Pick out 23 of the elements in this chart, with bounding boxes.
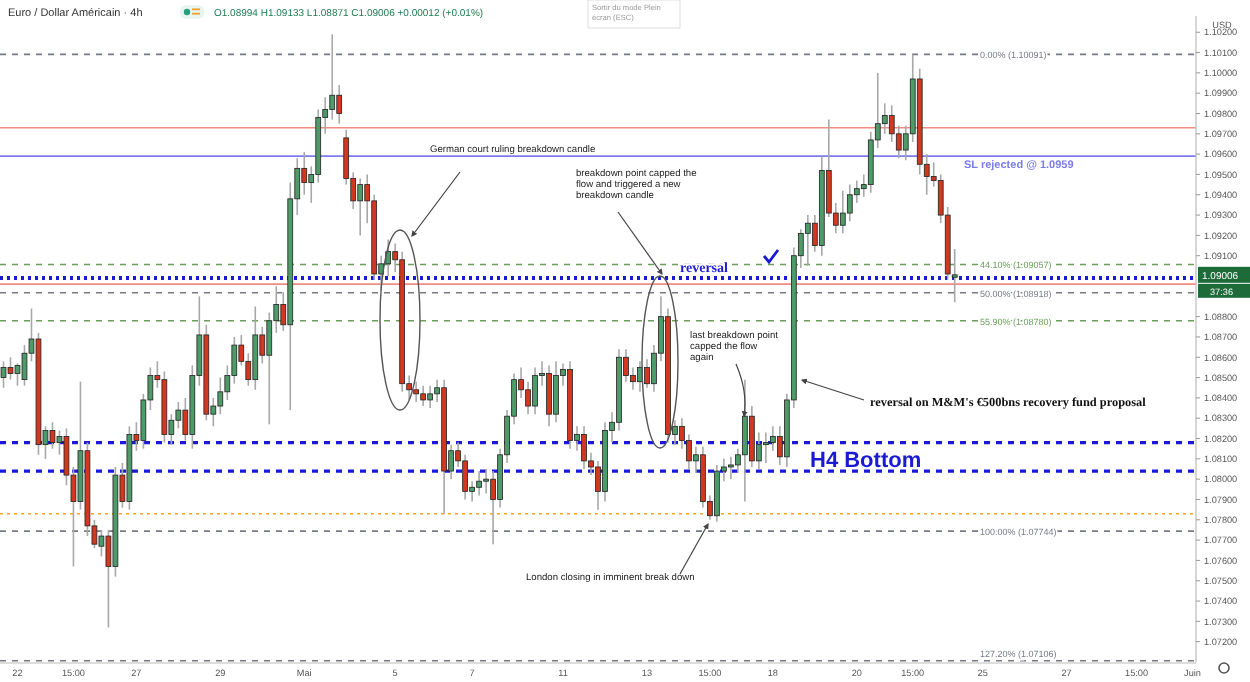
candlestick (476, 470, 482, 497)
candlestick (714, 464, 720, 523)
candlestick (427, 384, 433, 409)
candlestick (413, 380, 419, 403)
candlestick (532, 366, 538, 415)
candlestick (763, 431, 769, 464)
candlestick (357, 177, 364, 237)
candlestick (420, 384, 426, 407)
candlestick (49, 421, 56, 450)
candlestick (252, 305, 259, 391)
candlestick (742, 378, 748, 503)
candlestick (301, 151, 308, 196)
candlestick (546, 364, 552, 428)
candlestick (553, 360, 559, 424)
candlestick (581, 425, 587, 470)
candlestick (0, 360, 7, 389)
candlestick (483, 468, 489, 495)
candlestick (728, 456, 734, 480)
ref-line-label: H4 Bottom (810, 448, 922, 473)
candlestick (7, 356, 14, 381)
candlestick (804, 214, 811, 267)
candlestick (839, 189, 846, 235)
candlestick (644, 358, 650, 389)
